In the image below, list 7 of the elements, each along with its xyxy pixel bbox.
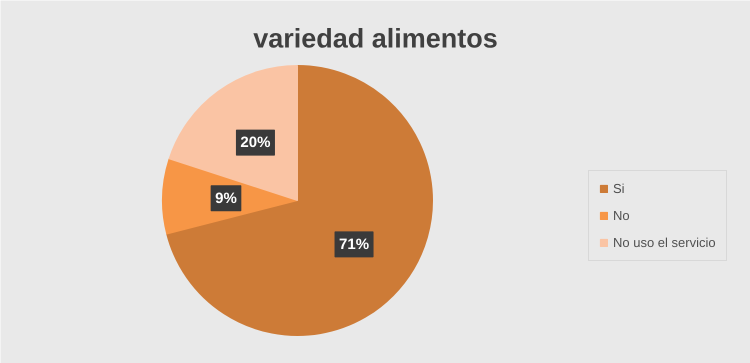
data-label: 20% [240, 134, 270, 152]
data-label: 71% [339, 236, 370, 253]
data-label: 9% [215, 190, 237, 207]
legend-label: Si [613, 181, 626, 196]
legend-label: No uso el servicio [613, 235, 716, 250]
chart-title: variedad alimentos [253, 24, 498, 54]
legend-label: No [613, 208, 631, 223]
